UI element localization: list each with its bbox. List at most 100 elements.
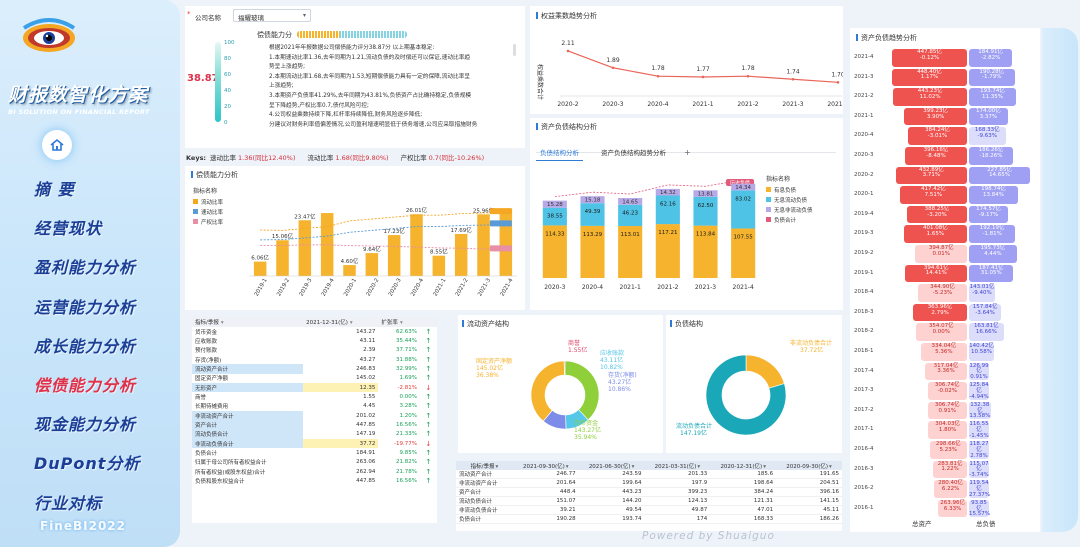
- sort-icon[interactable]: ▾: [763, 463, 766, 470]
- equity-point[interactable]: [836, 81, 840, 84]
- total-assets-bar[interactable]: 283.81亿 1.22%: [933, 460, 967, 479]
- total-assets-bar[interactable]: 447.85亿 -0.12%: [892, 49, 967, 67]
- quarter-row[interactable]: 非流动负债合计 39.21 49.54 49.87 47.01 45.11: [456, 505, 842, 515]
- quarter-row[interactable]: 非流动资产合计 201.64 199.64 197.9 198.64 204.51: [456, 478, 842, 488]
- quarter-header[interactable]: 指标/季报▾: [456, 461, 513, 470]
- debt-bar[interactable]: [499, 208, 513, 276]
- debt-bar[interactable]: [276, 240, 289, 276]
- sort-icon[interactable]: ▾: [399, 320, 403, 326]
- nav-item-3[interactable]: 运营能力分析: [34, 297, 137, 317]
- total-liabilities-bar[interactable]: 163.81亿 16.66%: [969, 323, 1004, 341]
- total-liabilities-bar[interactable]: 125.84亿 -4.94%: [969, 382, 989, 400]
- total-assets-bar[interactable]: 388.25亿 -3.20%: [907, 205, 967, 224]
- nav-item-2[interactable]: 盈利能力分析: [34, 258, 137, 278]
- debt-bar[interactable]: [387, 235, 401, 276]
- equity-point[interactable]: [746, 74, 750, 78]
- equity-point[interactable]: [656, 74, 660, 78]
- nav-item-7[interactable]: DuPont分析: [34, 454, 141, 474]
- ratio-row[interactable]: 固定资产净额 145.02 1.69% ↑: [192, 374, 437, 383]
- structure-tab-0[interactable]: 负债结构分析: [536, 146, 583, 161]
- debt-bar[interactable]: [477, 214, 490, 276]
- ratio-row[interactable]: 应收账款 43.11 35.44% ↑: [192, 336, 437, 345]
- ratio-row[interactable]: 无形资产 12.35 -2.81% ↓: [192, 383, 437, 393]
- current-assets-slice[interactable]: [563, 360, 566, 376]
- quarter-header[interactable]: 2021-06-30(亿)▾: [578, 461, 645, 470]
- structure-bar-segment[interactable]: [693, 190, 718, 197]
- structure-bar-segment[interactable]: [542, 200, 567, 208]
- structure-bar-segment[interactable]: [693, 196, 718, 226]
- total-assets-bar[interactable]: 344.90亿 -5.23%: [917, 284, 967, 302]
- total-liabilities-bar[interactable]: 190.28亿 -1.79%: [969, 68, 1015, 87]
- structure-bar-segment[interactable]: [693, 225, 718, 278]
- liability-slice[interactable]: [745, 354, 785, 389]
- total-assets-bar[interactable]: 306.74亿 -0.02%: [927, 382, 967, 400]
- total-assets-bar[interactable]: 384.24亿 -3.01%: [908, 127, 967, 145]
- structure-bar-segment[interactable]: [542, 225, 567, 278]
- quarter-row[interactable]: 流动负债合计 151.07 144.20 124.13 121.31 141.15: [456, 496, 842, 506]
- structure-bar-segment[interactable]: [655, 188, 680, 196]
- total-assets-bar[interactable]: 298.66亿 5.23%: [929, 441, 967, 459]
- total-assets-bar[interactable]: 263.96亿 6.33%: [938, 499, 967, 518]
- quarter-row[interactable]: 资产合计 448.4 443.23 399.23 384.24 396.16: [456, 487, 842, 497]
- total-assets-bar[interactable]: 396.16亿 -8.48%: [905, 147, 967, 165]
- nav-item-6[interactable]: 现金能力分析: [34, 415, 137, 435]
- quarter-header[interactable]: 2020-12-31(亿)▾: [710, 461, 777, 470]
- total-assets-bar[interactable]: 394.61亿 14.41%: [905, 264, 967, 283]
- ratio-row[interactable]: 商誉 1.55 0.00% ↑: [192, 392, 437, 401]
- structure-bar-segment[interactable]: [542, 207, 567, 226]
- ratio-row[interactable]: 非流动负债合计 37.72 -19.77% ↓: [192, 439, 437, 449]
- debt-bar[interactable]: [365, 253, 379, 276]
- structure-legend-item[interactable]: 无息非流动负债: [766, 206, 813, 214]
- total-assets-bar[interactable]: 334.04亿 5.36%: [920, 343, 967, 361]
- total-assets-bar[interactable]: 432.89亿 3.71%: [895, 166, 967, 185]
- total-assets-bar[interactable]: 363.96亿 2.79%: [913, 303, 967, 322]
- sort-icon[interactable]: ▾: [349, 320, 353, 326]
- debt-legend-item[interactable]: 流动比率: [193, 198, 223, 206]
- ratio-row[interactable]: 归属于母公司所有者权益合计 263.06 21.82% ↑: [192, 458, 437, 467]
- structure-bar-segment[interactable]: [731, 190, 756, 229]
- total-assets-bar[interactable]: 394.87亿 0.01%: [915, 245, 967, 263]
- ratio-row[interactable]: 非流动资产合计 201.02 1.20% ↑: [192, 411, 437, 421]
- total-liabilities-bar[interactable]: 227.85亿 14.65%: [969, 166, 1031, 185]
- total-liabilities-bar[interactable]: 143.01亿 -9.40%: [969, 284, 996, 302]
- ratio-row[interactable]: 预付账款 2.39 37.71% ↑: [192, 346, 437, 355]
- total-liabilities-bar[interactable]: 195.73亿 4.44%: [969, 245, 1017, 263]
- current-assets-slice[interactable]: [530, 360, 565, 422]
- structure-bar-segment[interactable]: [731, 183, 756, 191]
- ratio-row[interactable]: 流动负债合计 147.19 21.33% ↑: [192, 429, 437, 440]
- nav-item-4[interactable]: 成长能力分析: [34, 336, 137, 356]
- total-assets-bar[interactable]: 448.40亿 1.17%: [891, 68, 967, 87]
- quarter-row[interactable]: 流动资产合计 246.77 243.59 201.33 185.6 191.65: [456, 470, 842, 479]
- debt-legend-item[interactable]: 速动比率: [193, 208, 223, 216]
- total-assets-bar[interactable]: 317.04亿 3.36%: [924, 362, 967, 381]
- sort-icon[interactable]: ▾: [495, 463, 499, 470]
- total-assets-bar[interactable]: 280.40亿 6.22%: [934, 480, 967, 498]
- quarter-header[interactable]: 2021-03-31(亿)▾: [644, 461, 711, 470]
- ratio-header[interactable]: 2021-12-31(亿) ▾: [303, 317, 379, 327]
- structure-legend-item[interactable]: 负债合计: [766, 216, 813, 224]
- total-liabilities-bar[interactable]: 174.57亿 -9.17%: [969, 205, 1009, 224]
- ratio-row[interactable]: 长期待摊费用 4.45 3.28% ↑: [192, 402, 437, 411]
- sort-icon[interactable]: ▾: [565, 463, 569, 470]
- debt-bar[interactable]: [298, 220, 312, 276]
- sort-icon[interactable]: ▾: [631, 463, 635, 470]
- ratio-row[interactable]: 存货(净额) 43.27 31.88% ↑: [192, 355, 437, 364]
- ratio-row[interactable]: 负债和股东权益合计 447.85 16.56% ↑: [192, 477, 437, 486]
- total-liabilities-bar[interactable]: 193.74亿 11.35%: [969, 88, 1016, 106]
- sort-icon[interactable]: ▾: [829, 463, 832, 470]
- ratio-row[interactable]: 资产合计 447.85 16.56% ↑: [192, 420, 437, 430]
- structure-bar-segment[interactable]: [618, 198, 643, 205]
- sort-icon[interactable]: ▾: [697, 463, 701, 470]
- structure-tab-1[interactable]: 资产负债结构趋势分析: [601, 149, 666, 157]
- structure-bar-segment[interactable]: [580, 225, 605, 278]
- structure-bar-segment[interactable]: [618, 226, 643, 278]
- ratio-row[interactable]: 流动资产合计 246.83 32.99% ↑: [192, 364, 437, 374]
- total-assets-bar[interactable]: 399.23亿 3.90%: [904, 107, 967, 126]
- current-assets-slice[interactable]: [564, 360, 600, 421]
- company-select[interactable]: 福耀玻璃 ▾: [233, 9, 311, 22]
- quarter-row[interactable]: 负债合计 190.28 193.74 174 168.33 186.26: [456, 514, 842, 524]
- total-liabilities-bar[interactable]: 184.91亿 -2.82%: [969, 49, 1013, 67]
- total-liabilities-bar[interactable]: 116.55亿 -1.45%: [969, 421, 989, 439]
- add-tab-button[interactable]: +: [684, 148, 691, 157]
- structure-bar-segment[interactable]: [580, 203, 605, 226]
